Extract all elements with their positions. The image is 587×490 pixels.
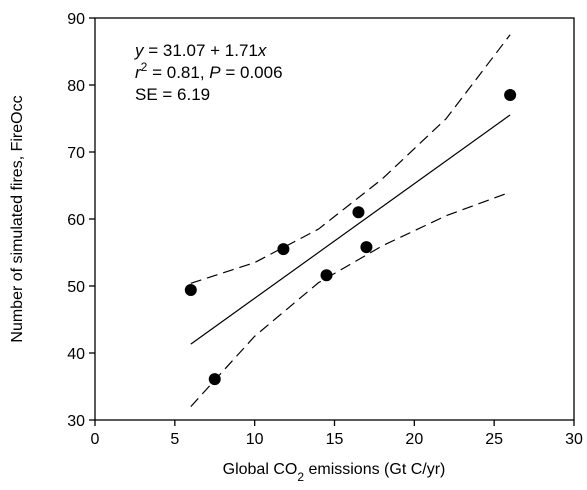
data-point xyxy=(360,241,373,254)
fit-line xyxy=(190,114,511,345)
x-tick-label: 5 xyxy=(170,431,179,448)
text-segment: r xyxy=(135,63,142,82)
x-tick-label: 25 xyxy=(485,431,503,448)
annotation: SE = 6.19 xyxy=(135,85,210,104)
x-axis-title: Global CO2 emissions (Gt C/yr) xyxy=(223,461,446,484)
text-segment: y xyxy=(134,41,145,60)
text-segment: x xyxy=(257,41,267,60)
confidence-line xyxy=(190,191,511,408)
data-point xyxy=(504,89,517,102)
data-point xyxy=(352,206,365,219)
y-tick-label: 70 xyxy=(67,145,85,162)
text-segment: emissions (Gt C/yr) xyxy=(304,461,445,478)
y-tick-label: 50 xyxy=(67,279,85,296)
text-segment: 2 xyxy=(297,470,304,484)
x-tick-label: 30 xyxy=(565,431,583,448)
y-tick-label: 80 xyxy=(67,78,85,95)
annotation: y = 31.07 + 1.71x xyxy=(134,41,267,60)
data-point xyxy=(184,284,197,297)
text-segment: 2 xyxy=(141,60,148,74)
text-segment: SE = 6.19 xyxy=(135,85,210,104)
y-tick-label: 90 xyxy=(67,11,85,28)
x-tick-label: 0 xyxy=(91,431,100,448)
data-point xyxy=(320,269,333,282)
y-axis-title: Number of simulated fires, FireOcc xyxy=(9,95,26,342)
y-tick-label: 40 xyxy=(67,346,85,363)
y-tick-label: 30 xyxy=(67,413,85,430)
text-segment: P xyxy=(209,63,221,82)
x-tick-label: 20 xyxy=(405,431,423,448)
text-segment: = 0.81, xyxy=(147,63,209,82)
confidence-line xyxy=(190,34,511,284)
x-tick-label: 10 xyxy=(246,431,264,448)
text-segment: Global CO xyxy=(223,461,298,478)
text-segment: = 0.006 xyxy=(221,63,283,82)
y-tick-label: 60 xyxy=(67,212,85,229)
x-tick-label: 15 xyxy=(326,431,344,448)
annotation: r2 = 0.81, P = 0.006 xyxy=(135,60,283,82)
text-segment: = 31.07 + 1.71 xyxy=(144,41,258,60)
